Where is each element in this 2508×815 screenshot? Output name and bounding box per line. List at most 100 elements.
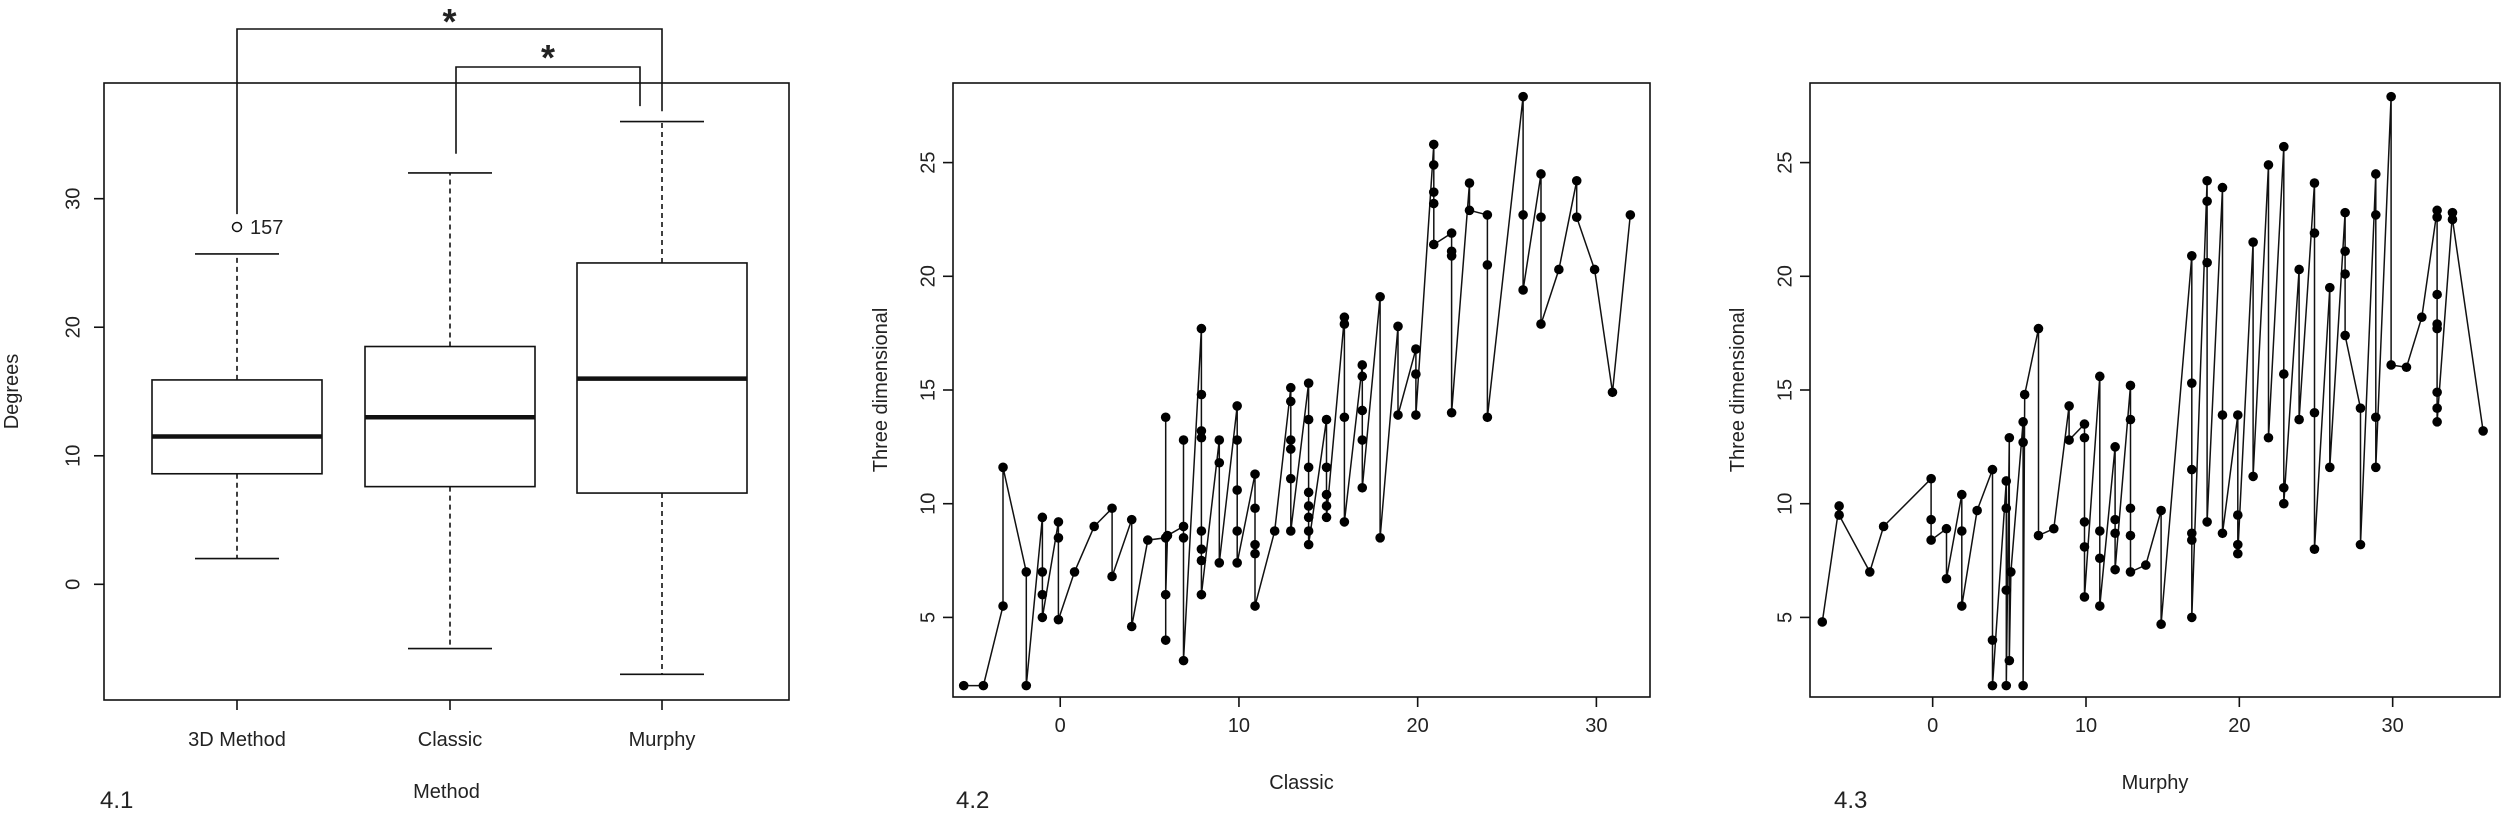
data-point [1089,521,1099,532]
data-point [1285,444,1296,454]
significance-bracket [455,66,641,154]
data-point [1589,264,1600,275]
data-point [2279,369,2289,379]
data-point [1834,510,1844,520]
y-tick-label: 25 [917,151,939,173]
data-point [2417,312,2427,323]
data-point [1571,212,1582,222]
data-point [978,680,989,691]
data-point [2202,175,2212,186]
data-point [1178,521,1189,532]
data-point [2125,414,2136,425]
data-point [2340,207,2350,218]
data-point [1196,432,1207,443]
data-point [1357,405,1368,416]
data-point [2432,417,2442,427]
y-tick-label: 10 [917,493,939,515]
data-point [2004,655,2015,666]
data-point [1464,205,1475,216]
data-point [2294,414,2304,425]
significance-star: * [442,1,456,42]
data-point [1926,473,1936,484]
data-point [2371,412,2381,423]
data-point [2110,564,2120,575]
data-point [2202,257,2212,268]
data-point [1178,655,1189,666]
data-point [1303,378,1314,388]
murphy-plot-frame [1809,82,2501,698]
y-axis-title: Three dimensional [870,308,892,473]
outlier-label: 157 [250,217,283,239]
data-point [2355,403,2366,413]
data-point [998,601,1008,611]
data-point [2202,517,2212,527]
y-tick-label: 5 [1774,612,1796,623]
data-point [2018,680,2028,691]
data-point [2110,442,2120,452]
y-tick-label: 15 [1774,379,1796,401]
data-point [1021,680,1032,691]
data-point [2478,426,2488,436]
data-point [2064,435,2074,445]
data-point [1037,589,1048,600]
data-point [1196,544,1207,554]
data-point [1428,139,1439,150]
data-point [2001,503,2012,514]
significance-star: * [541,37,555,78]
data-point [2187,612,2197,623]
data-point [2095,601,2105,611]
data-point [1987,680,1998,691]
data-point [2432,205,2442,216]
data-point [1232,526,1242,536]
data-point [2064,401,2074,411]
data-point [1375,291,1385,302]
data-point [1232,485,1242,495]
data-point [1214,435,1225,445]
data-point [1428,160,1439,170]
data-point [2156,505,2166,516]
data-point [2432,403,2442,413]
data-point [1518,210,1528,220]
data-point [1339,312,1350,323]
data-point [1196,589,1207,600]
data-point [1285,526,1296,536]
data-point [1232,401,1242,411]
data-point [1518,285,1528,295]
data-point [1411,410,1421,420]
data-point [2217,182,2228,193]
data-point [1037,612,1048,623]
data-point [2279,141,2289,152]
data-point [1957,601,1967,611]
data-point [2263,160,2274,170]
y-tick-label: 10 [1774,493,1796,515]
data-point [2001,476,2012,486]
data-point [1021,567,1032,577]
data-point [2079,592,2090,602]
data-point [1411,344,1421,354]
data-point [1126,621,1137,632]
data-point [2079,517,2090,527]
data-point [2141,560,2151,570]
data-point [1464,178,1475,188]
data-point [2447,214,2458,225]
data-point [1285,382,1296,393]
series-line [1821,96,2484,686]
data-point [2004,432,2015,443]
data-point [1357,482,1368,493]
data-point [2095,553,2105,564]
data-point [2033,323,2044,334]
data-point [1321,414,1332,425]
data-point [1162,530,1173,541]
data-point [1357,435,1368,445]
data-point [1941,523,1952,534]
data-point [2432,387,2442,398]
x-tick-label: 3D Method [188,729,286,751]
data-point [2279,498,2289,509]
data-point [998,462,1008,473]
data-point [2125,380,2136,391]
data-point [2156,619,2166,630]
x-tick-label: Classic [418,729,482,751]
data-point [1941,573,1952,584]
x-tick-label: 20 [1407,715,1429,737]
data-point [2001,680,2012,691]
